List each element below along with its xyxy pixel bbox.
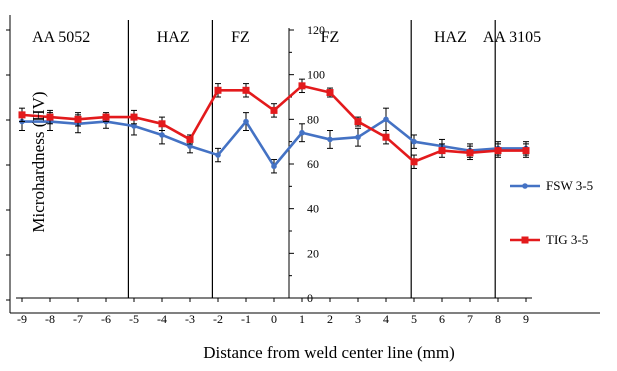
y-axis-label: Microhardness (HV) <box>29 91 48 232</box>
data-point <box>271 163 277 170</box>
y-tick-label: 0 <box>307 291 313 305</box>
x-tick-label: -6 <box>101 312 111 326</box>
data-point <box>494 147 502 155</box>
y-tick-label: 80 <box>307 112 319 126</box>
x-tick-label: 7 <box>467 312 473 326</box>
legend: FSW 3-5 TIG 3-5 <box>510 178 593 247</box>
data-point <box>215 152 221 158</box>
y-tick-label: 120 <box>307 23 325 37</box>
series-2 <box>18 78 530 169</box>
data-point <box>243 118 249 125</box>
y-tick-label: 20 <box>307 246 319 260</box>
zone-label: HAZ <box>157 29 190 46</box>
data-point <box>46 113 54 121</box>
data-point <box>298 82 306 90</box>
zone-label: AA 3105 <box>483 29 541 46</box>
x-tick-label: -7 <box>73 312 83 326</box>
zone-label: HAZ <box>434 29 467 46</box>
data-point <box>438 147 446 155</box>
x-tick-label: 3 <box>355 312 361 326</box>
x-tick-label: 0 <box>271 312 277 326</box>
y-tick-label: 100 <box>307 68 325 82</box>
x-tick-label: 2 <box>327 312 333 326</box>
x-tick-label: 6 <box>439 312 445 326</box>
zone-label: FZ <box>321 29 340 46</box>
data-point <box>187 143 193 149</box>
data-point <box>158 120 166 128</box>
y-tick-label: 40 <box>307 202 319 216</box>
data-point <box>382 133 390 141</box>
data-point <box>74 115 82 123</box>
data-point <box>354 118 362 126</box>
data-point <box>299 129 305 136</box>
legend-label: FSW 3-5 <box>546 178 593 193</box>
data-point <box>270 106 278 114</box>
zone-label: FZ <box>231 29 250 46</box>
x-tick-label: -1 <box>241 312 251 326</box>
axes: -9 -8 -7 -6 -5 -4 -3 -2 -1 0 1 2 3 4 5 6 7 8 9020406080100… <box>16 23 532 326</box>
data-point <box>326 89 334 97</box>
legend-label: TIG 3-5 <box>546 232 588 247</box>
series-line <box>21 84 526 164</box>
x-axis-label: Distance from weld center line (mm) <box>203 343 455 362</box>
data-point <box>522 147 530 155</box>
x-tick-label: 8 <box>495 312 501 326</box>
zone-annotations: AA 5052 HAZ FZ FZ HAZ AA 3105 <box>32 29 541 46</box>
y-tick-label: 60 <box>307 157 319 171</box>
zone-label: AA 5052 <box>32 29 90 46</box>
data-point <box>131 123 137 129</box>
data-point <box>355 134 361 140</box>
x-tick-label: -8 <box>45 312 55 326</box>
x-tick-label: 9 <box>523 312 529 326</box>
x-tick-label: 5 <box>411 312 417 326</box>
data-point <box>18 111 26 119</box>
x-tick-label: 1 <box>299 312 305 326</box>
legend-marker <box>521 236 529 244</box>
series-layer <box>18 78 530 174</box>
x-tick-label: -3 <box>185 312 195 326</box>
x-tick-label: -5 <box>129 312 139 326</box>
x-tick-label: -9 <box>17 312 27 326</box>
legend-item: TIG 3-5 <box>510 232 588 247</box>
data-point <box>186 135 194 143</box>
x-tick-label: -2 <box>213 312 223 326</box>
data-point <box>214 86 222 94</box>
data-point <box>327 136 333 143</box>
x-tick-label: -4 <box>157 312 167 326</box>
data-point <box>159 132 165 138</box>
data-point <box>411 138 417 145</box>
data-point <box>130 113 138 121</box>
legend-marker <box>522 183 528 189</box>
data-point <box>466 149 474 157</box>
data-point <box>383 116 389 123</box>
legend-item: FSW 3-5 <box>510 178 593 193</box>
data-point <box>410 158 418 166</box>
data-point <box>102 113 110 121</box>
data-point <box>242 86 250 94</box>
chart-frame <box>6 15 600 314</box>
x-tick-label: 4 <box>383 312 389 326</box>
